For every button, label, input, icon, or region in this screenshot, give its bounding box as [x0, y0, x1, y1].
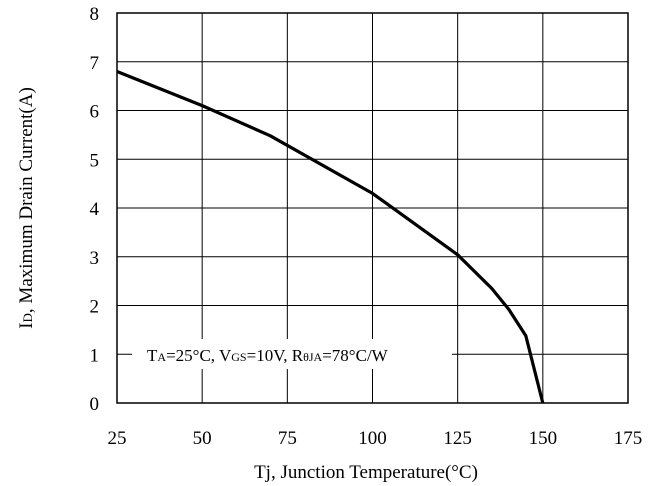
r-value: =78°C/W: [322, 346, 388, 365]
r-subscript: θJA: [303, 350, 322, 364]
y-tick-label: 1: [90, 345, 100, 366]
y-tick-label: 3: [90, 248, 100, 269]
y-tick-label: 6: [90, 102, 100, 123]
x-tick-labels: 25 50 75 100 125 150 175: [108, 428, 643, 449]
ta-label: T: [147, 346, 158, 365]
ta-value: =25°C, V: [166, 346, 232, 365]
vgs-value: =10V, R: [247, 346, 304, 365]
y-axis-title-subscript: D: [20, 313, 35, 322]
x-tick-label: 25: [108, 428, 127, 449]
y-tick-labels: 0 1 2 3 4 5 6 7 8: [90, 4, 100, 415]
y-axis-title: ID, Maximum Drain Current(A): [16, 87, 37, 329]
x-tick-label: 50: [193, 428, 212, 449]
y-tick-label: 5: [90, 150, 100, 171]
y-tick-label: 0: [90, 394, 100, 415]
x-tick-label: 175: [614, 428, 643, 449]
x-tick-label: 150: [529, 428, 558, 449]
ta-subscript: A: [157, 350, 166, 364]
y-tick-label: 4: [90, 199, 100, 220]
test-conditions-annotation: TA=25°C, VGS=10V, RθJA=78°C/W: [147, 346, 389, 365]
y-axis-title-rest: , Maximum Drain Current(A): [16, 87, 37, 313]
y-tick-label: 2: [90, 297, 100, 318]
x-tick-label: 125: [443, 428, 472, 449]
vgs-subscript: GS: [231, 350, 246, 364]
x-tick-label: 100: [358, 428, 387, 449]
y-tick-label: 7: [90, 53, 100, 74]
x-axis-title: Tj, Junction Temperature(°C): [254, 462, 478, 483]
x-tick-label: 75: [278, 428, 297, 449]
y-tick-label: 8: [90, 4, 100, 25]
